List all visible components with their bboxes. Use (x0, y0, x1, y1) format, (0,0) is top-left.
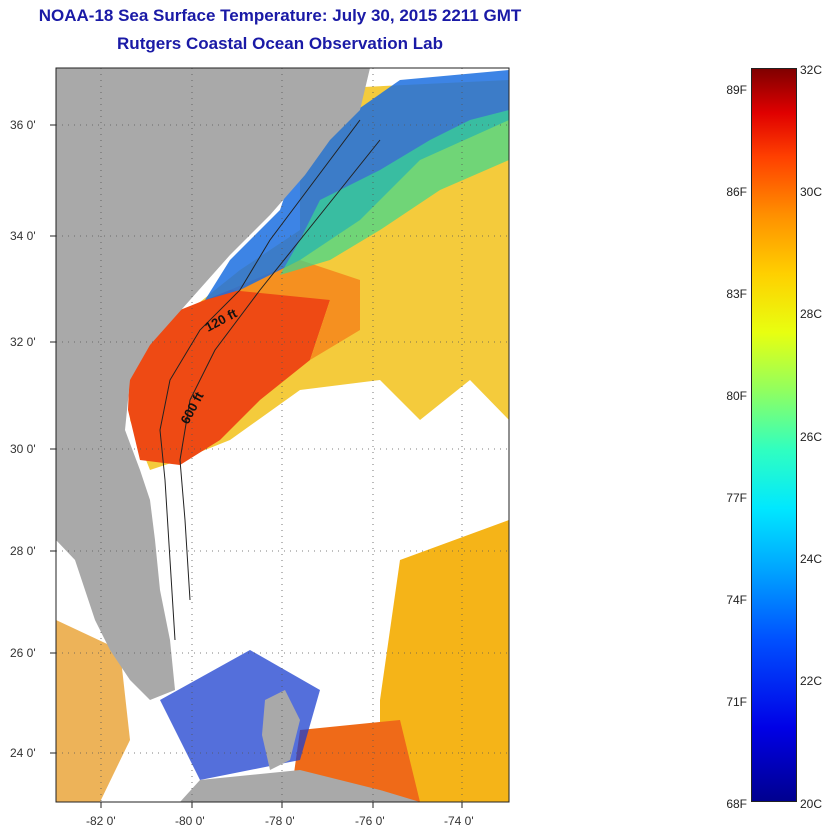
lat-label-28: 28 0' (10, 544, 36, 558)
colorbar-f-68: 68F (726, 797, 747, 811)
lon-label-76: -76 0' (355, 814, 385, 828)
colorbar-f-80: 80F (726, 389, 747, 403)
colorbar-f-83: 83F (726, 287, 747, 301)
lat-label-24: 24 0' (10, 746, 36, 760)
lat-label-30: 30 0' (10, 442, 36, 456)
lat-label-36: 36 0' (10, 118, 36, 132)
lon-label-78: -78 0' (265, 814, 295, 828)
sst-hot-shelf-patch (128, 270, 330, 465)
lon-label-82: -82 0' (86, 814, 116, 828)
sst-green-coastal-band (280, 110, 509, 275)
land-cuba (180, 770, 420, 802)
colorbar-c-24: 24C (800, 552, 823, 566)
colorbar-c-32: 32C (800, 63, 823, 77)
lon-label-74: -74 0' (444, 814, 474, 828)
lon-label-80: -80 0' (175, 814, 205, 828)
colorbar-f-74: 74F (726, 593, 747, 607)
colorbar-f-71: 71F (726, 695, 747, 709)
colorbar-c-28: 28C (800, 307, 823, 321)
sst-gulf-patch (56, 620, 130, 802)
lat-label-32: 32 0' (10, 335, 36, 349)
land-mass-us (56, 68, 370, 700)
colorbar-c-20: 20C (800, 797, 823, 811)
colorbar-f-89: 89F (726, 83, 747, 97)
lat-label-34: 34 0' (10, 229, 36, 243)
colorbar-f-86: 86F (726, 185, 747, 199)
colorbar-c-26: 26C (800, 430, 823, 444)
sst-orange-band-patch (230, 260, 360, 360)
contour-120ft (159, 119, 361, 641)
map-title: NOAA-18 Sea Surface Temperature: July 30… (38, 6, 522, 25)
colorbar-f-77: 77F (726, 491, 747, 505)
colorbar-c-30: 30C (800, 185, 823, 199)
sst-south-warm-patch (380, 520, 509, 802)
axis-ticks (50, 124, 463, 808)
contour-600ft (179, 139, 381, 601)
graticule (56, 68, 509, 802)
land-andros (262, 690, 300, 770)
lat-label-26: 26 0' (10, 646, 36, 660)
colorbar-c-22: 22C (800, 674, 823, 688)
map-subtitle: Rutgers Coastal Ocean Observation Lab (117, 34, 443, 53)
temperature-colorbar (751, 68, 797, 802)
